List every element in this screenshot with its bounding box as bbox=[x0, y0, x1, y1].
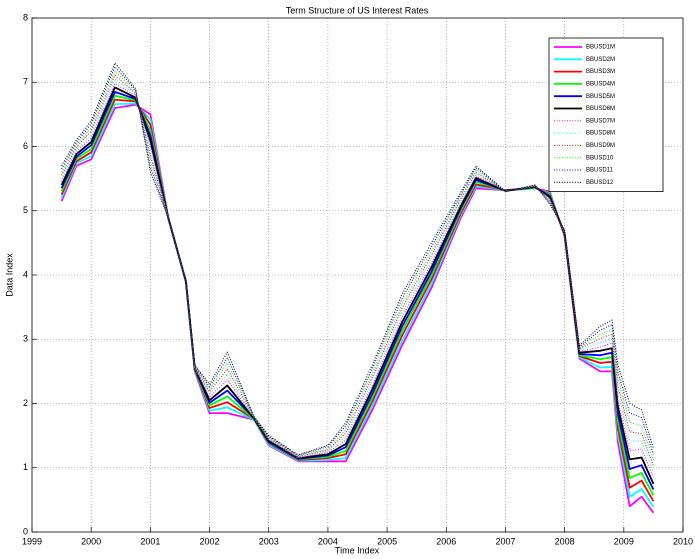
legend-label: BBUSD7M bbox=[586, 118, 615, 124]
y-tick-label: 5 bbox=[23, 205, 28, 215]
series-line bbox=[61, 62, 654, 456]
x-tick-label: 2001 bbox=[140, 536, 160, 546]
legend-label: BBUSD12 bbox=[586, 180, 614, 186]
series-line bbox=[61, 74, 654, 466]
x-tick-label: 2008 bbox=[555, 536, 575, 546]
x-tick-label: 2006 bbox=[436, 536, 456, 546]
series-line bbox=[60, 86, 655, 485]
legend: BBUSD1M BBUSD2M BBUSD3M BBUSD4M BBUSD5M BBUSD… bbox=[548, 37, 664, 193]
x-tick-label: 2004 bbox=[318, 536, 338, 546]
y-tick-label: 4 bbox=[23, 269, 28, 279]
plot-frame bbox=[31, 17, 684, 533]
legend-box bbox=[548, 37, 664, 193]
legend-label: BBUSD11 bbox=[586, 168, 614, 174]
x-axis-label: Time Index bbox=[335, 545, 380, 555]
y-tick-label: 6 bbox=[23, 141, 28, 151]
y-tick-label: 8 bbox=[23, 12, 28, 22]
x-tick-label: 2002 bbox=[200, 536, 220, 546]
x-tick-label: 2010 bbox=[673, 536, 693, 546]
legend-label: BBUSD1M bbox=[586, 45, 615, 51]
y-tick-label: 2 bbox=[23, 398, 28, 408]
y-tick-label: 1 bbox=[23, 462, 28, 472]
series-line bbox=[60, 98, 655, 502]
legend-label: BBUSD5M bbox=[586, 94, 615, 100]
legend-label: BBUSD2M bbox=[586, 57, 615, 63]
legend-label: BBUSD6M bbox=[586, 106, 615, 112]
legend-label: BBUSD10 bbox=[586, 155, 614, 161]
x-tick-label: 1999 bbox=[22, 536, 42, 546]
series-line bbox=[60, 94, 655, 496]
x-tick-label: 2005 bbox=[377, 536, 397, 546]
x-tick-label: 2009 bbox=[614, 536, 634, 546]
y-tick-label: 0 bbox=[23, 526, 28, 536]
y-tick-label: 3 bbox=[23, 334, 28, 344]
x-tick-label: 2007 bbox=[495, 536, 515, 546]
x-tick-label: 2003 bbox=[259, 536, 279, 546]
legend-label: BBUSD3M bbox=[586, 69, 615, 75]
series-line bbox=[61, 66, 654, 456]
y-tick-label: 7 bbox=[23, 77, 28, 87]
legend-label: BBUSD4M bbox=[586, 81, 615, 87]
x-tick-label: 2000 bbox=[81, 536, 101, 546]
y-axis-label: Data Index bbox=[4, 253, 14, 297]
legend-label: BBUSD8M bbox=[586, 131, 615, 137]
chart-title: Term Structure of US Interest Rates bbox=[286, 5, 429, 15]
legend-label: BBUSD9M bbox=[586, 143, 615, 149]
series-line bbox=[60, 91, 655, 490]
